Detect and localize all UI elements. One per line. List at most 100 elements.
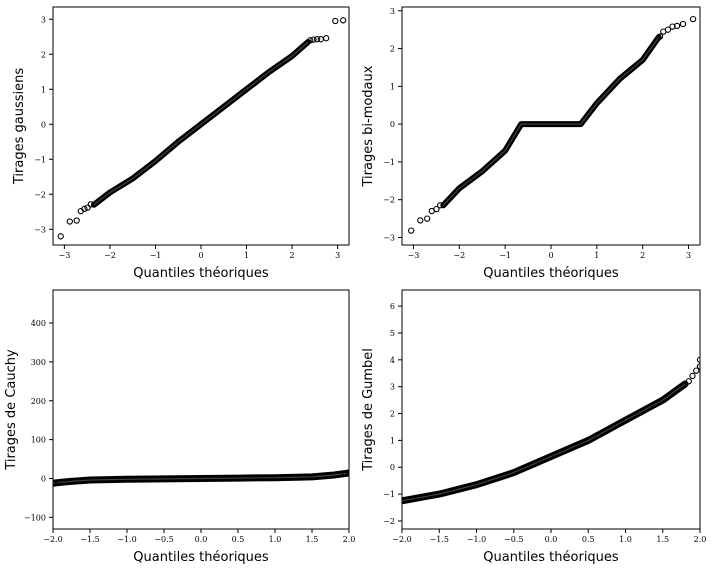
data-point: [81, 205, 88, 213]
y-tick-label: 3: [390, 7, 395, 16]
x-tick-label: 1.5: [656, 535, 669, 544]
data-point: [307, 37, 314, 44]
x-tick-label: −1.5: [430, 535, 449, 544]
x-tick-label: 0.5: [232, 535, 245, 544]
x-tick-label: −3: [408, 251, 420, 260]
data-point: [73, 217, 80, 224]
y-tick-label: 0: [390, 463, 395, 472]
qq-panel-cauchy: −2.0 −1.5 −1.0 −0.5 0.0 0.5 1.0 1.5 2.0 −100 0 100 2…: [4, 289, 356, 565]
data-point: [342, 470, 349, 477]
data-point-cluster-highlight: [402, 383, 686, 502]
x-tick-label: −1.0: [117, 535, 136, 544]
x-tick-label: 1.0: [619, 535, 632, 544]
data-point: [436, 202, 444, 209]
x-tick-label: −1: [150, 251, 162, 260]
data-point: [53, 480, 58, 487]
data-layer: [53, 469, 349, 487]
y-axis-label: Tirages de Cauchy: [4, 349, 19, 471]
data-point-cluster: [53, 469, 349, 487]
y-axis-label: Tirages gaussiens: [12, 68, 27, 185]
y-axis-label: Tirages de Gumbel: [361, 348, 376, 472]
data-point: [664, 26, 672, 33]
y-tick-label: 6: [390, 302, 395, 311]
y-tick-label: 0: [390, 120, 395, 129]
axes-frame: [52, 289, 350, 530]
y-tick-label: 2: [390, 45, 395, 54]
y-tick-label: −3: [383, 233, 395, 242]
y-tick-label: −2: [383, 196, 395, 205]
data-point: [57, 233, 64, 240]
qq-panel-bimodal: −3 −2 −1 0 1 2 3 −3 −2 −1 0 1 2 3 Quantiles théoriques…: [361, 6, 701, 281]
x-axis-label: Quantiles théoriques: [133, 550, 269, 565]
y-tick-label: −1: [383, 490, 395, 499]
data-point: [323, 35, 330, 42]
y-tick-label: 1: [390, 82, 395, 91]
x-tick-label: −3: [58, 251, 70, 260]
x-tick-label: −0.5: [154, 535, 173, 544]
x-tick-label: −2.0: [392, 535, 411, 544]
y-tick-label: 3: [41, 15, 46, 24]
y-tick-label: 400: [31, 319, 46, 328]
x-tick-label: 0.5: [582, 535, 595, 544]
y-tick-label: 3: [390, 383, 395, 392]
data-point-cluster-highlight: [93, 41, 309, 206]
qq-panel-gumbel: −2.0 −1.5 −1.0 −0.5 0.0 0.5 1.0 1.5 2.0 −2 −1 0 1 2 3 4…: [361, 289, 707, 565]
x-tick-label: 1.5: [306, 535, 319, 544]
data-layer: [402, 356, 700, 505]
x-tick-label: 1.0: [269, 535, 282, 544]
x-axis-label: Quantiles théoriques: [133, 266, 269, 281]
y-tick-label: 4: [390, 356, 395, 365]
data-point: [55, 479, 62, 486]
data-point-cluster-highlight: [53, 472, 349, 484]
x-tick-label: 3: [335, 251, 340, 260]
data-point: [408, 227, 415, 234]
y-tick-label: 1: [41, 85, 46, 94]
y-tick-label: −1: [34, 155, 46, 164]
x-tick-label: 3: [686, 251, 691, 260]
data-point: [696, 356, 700, 363]
data-point: [673, 22, 681, 30]
x-axis-label: Quantiles théoriques: [483, 266, 619, 281]
y-tick-label: 300: [31, 358, 46, 367]
x-tick-label: 2: [640, 251, 645, 260]
y-tick-label: 2: [41, 50, 46, 59]
data-point: [66, 218, 73, 225]
y-tick-label: 0: [41, 474, 46, 483]
data-point: [87, 201, 94, 208]
data-point: [433, 205, 440, 213]
y-tick-label: 200: [31, 397, 46, 406]
data-point: [685, 378, 692, 385]
y-tick-label: 2: [390, 410, 395, 419]
y-tick-label: −2: [34, 190, 46, 199]
y-tick-label: −1: [383, 158, 395, 167]
data-point: [656, 33, 664, 40]
data-point-cluster: [402, 380, 689, 505]
x-tick-label: 2.0: [343, 535, 356, 544]
data-point: [417, 217, 424, 224]
data-layer: [57, 17, 347, 240]
x-tick-label: 0: [548, 251, 553, 260]
y-tick-label: 0: [41, 120, 46, 129]
qq-panel-gaussian: −3 −2 −1 0 1 2 3 −3 −2 −1 0 1 2 3 Quantiles théoriques…: [12, 6, 350, 281]
x-tick-label: 2.0: [694, 535, 707, 544]
data-point: [317, 36, 324, 43]
x-tick-label: −2: [453, 251, 465, 260]
y-tick-label: −2: [383, 517, 395, 526]
x-tick-label: −2: [104, 251, 116, 260]
x-tick-label: 0: [198, 251, 203, 260]
data-point-cluster-highlight: [442, 36, 660, 206]
data-point: [679, 20, 687, 28]
x-tick-label: 0.0: [545, 535, 558, 544]
y-tick-label: −100: [24, 513, 46, 522]
x-tick-label: −1.0: [467, 535, 486, 544]
data-point: [339, 17, 347, 24]
x-tick-label: 1: [594, 251, 599, 260]
data-point: [332, 17, 339, 25]
data-point: [689, 372, 696, 380]
data-point: [84, 204, 91, 211]
data-point-cluster: [440, 34, 662, 209]
x-tick-label: −1: [499, 251, 511, 260]
data-point: [424, 215, 431, 222]
y-tick-label: 100: [31, 436, 46, 445]
